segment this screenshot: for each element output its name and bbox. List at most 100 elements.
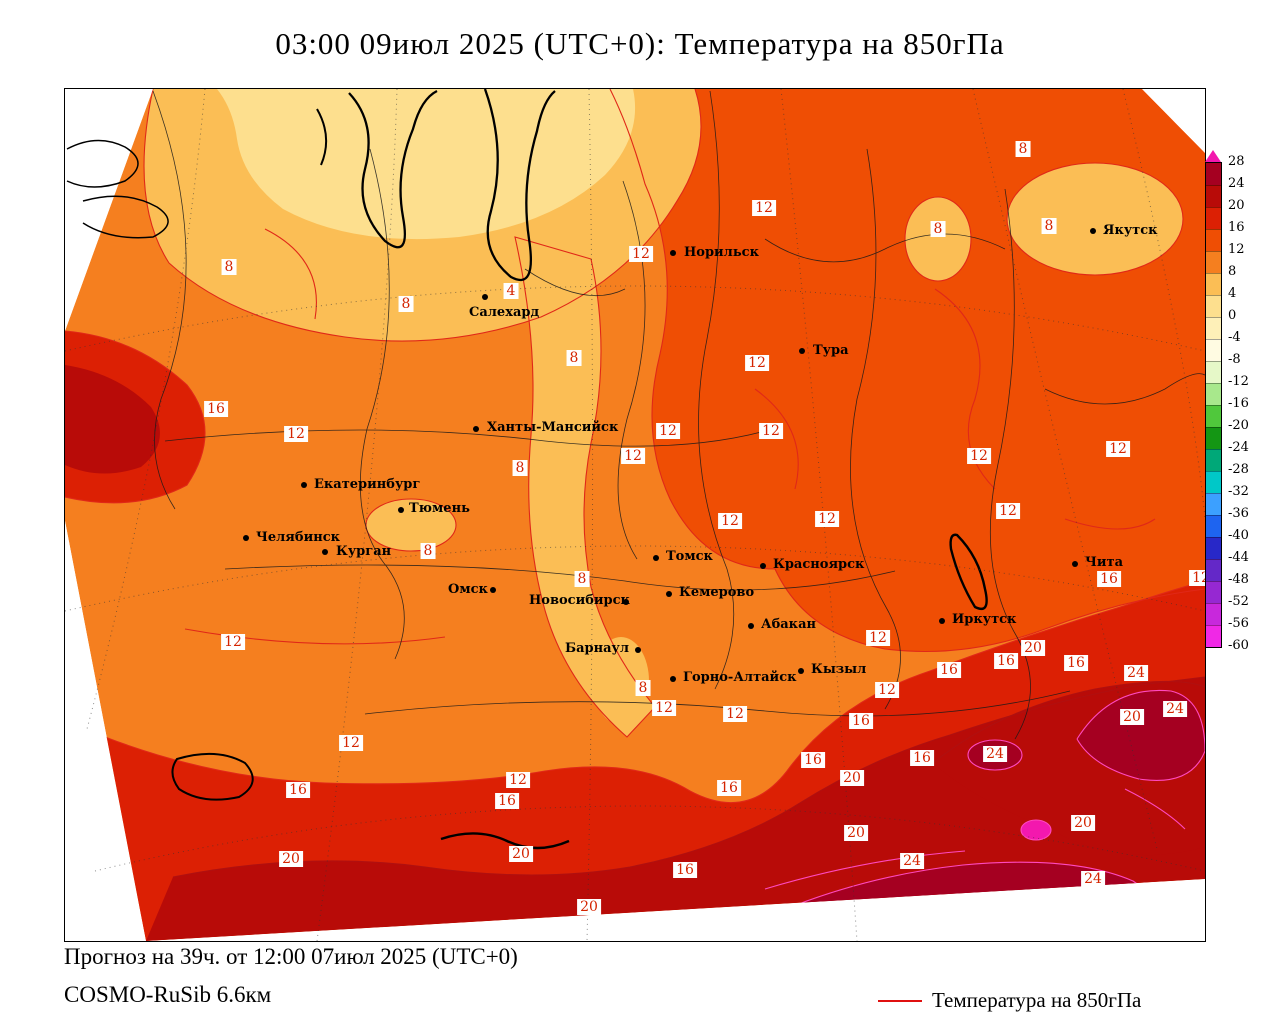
contour-16 — [104, 580, 1205, 804]
contour-minor-7 — [1124, 788, 1186, 830]
colorbar-band — [1206, 471, 1221, 493]
lake-baikal — [949, 533, 988, 611]
city-marker — [760, 563, 766, 569]
fill-tyumen-4-8 — [366, 499, 456, 551]
temperature-label-layer: 8128812848812161212121212128121212881612… — [65, 89, 1205, 941]
contour-value-label: 16 — [801, 752, 825, 768]
colorbar-band — [1206, 581, 1221, 603]
coastline-northwest-1 — [66, 139, 139, 188]
coastline-northwest-2 — [82, 195, 169, 239]
city-marker — [473, 426, 479, 432]
map-key: Температура на 850гПа — [878, 988, 1141, 1013]
colorbar-tick: 20 — [1228, 198, 1245, 213]
contour-minor-6 — [764, 850, 966, 890]
contour-value-label: 16 — [1097, 571, 1121, 587]
city-label: Тюмень — [409, 501, 470, 516]
contour-value-label: 24 — [1081, 871, 1105, 887]
colorbar-band — [1206, 383, 1221, 405]
colorbar-band — [1206, 449, 1221, 471]
contour-value-label: 12 — [967, 448, 991, 464]
meridian — [316, 89, 398, 941]
contour-value-label: 12 — [1189, 570, 1205, 586]
colorbar-tick: 28 — [1228, 154, 1245, 169]
colorbar-tick: 8 — [1228, 264, 1237, 279]
contour-value-label: 20 — [1120, 709, 1144, 725]
city-label: Салехард — [469, 305, 540, 320]
contour-value-label: 12 — [339, 735, 363, 751]
city-label: Иркутск — [952, 612, 1017, 627]
colorbar-band — [1206, 229, 1221, 251]
contour-16-west — [65, 330, 206, 504]
fill-spot-28-plus — [1021, 820, 1051, 840]
city-marker — [798, 668, 804, 674]
colorbar-arrow-up — [1205, 150, 1221, 162]
colorbar-tick: -8 — [1228, 352, 1241, 367]
city-label: Омск — [448, 582, 488, 597]
contour-8-yakutsk — [1006, 162, 1184, 276]
city-label: Курган — [336, 544, 392, 559]
border-line — [364, 690, 1071, 717]
contour-value-label: 20 — [840, 770, 864, 786]
contour-value-label: 16 — [204, 401, 228, 417]
colorbar-bands — [1205, 162, 1222, 648]
contour-value-label: 12 — [1106, 441, 1130, 457]
city-marker — [322, 549, 328, 555]
contour-value-label: 12 — [875, 682, 899, 698]
colorbar-band — [1206, 493, 1221, 515]
map-key-label: Температура на 850гПа — [932, 988, 1142, 1012]
contour-28-spot — [1020, 819, 1052, 841]
contour-value-label: 16 — [286, 782, 310, 798]
contour-value-label: 24 — [900, 853, 924, 869]
colorbar-band — [1206, 339, 1221, 361]
city-label: Кызыл — [811, 662, 867, 677]
contour-value-label: 24 — [983, 746, 1007, 762]
contour-value-label: 16 — [849, 713, 873, 729]
contour-value-label: 20 — [844, 825, 868, 841]
southern-border — [440, 832, 570, 850]
city-marker — [799, 348, 805, 354]
contour-value-label: 12 — [815, 511, 839, 527]
colorbar-tick: -4 — [1228, 330, 1241, 345]
border-line — [698, 90, 735, 690]
contour-8-patch — [904, 196, 972, 282]
fill-north-patch-4-8 — [905, 197, 971, 281]
city-label: Абакан — [761, 617, 817, 632]
city-marker — [748, 623, 754, 629]
contour-value-label: 12 — [718, 513, 742, 529]
city-marker — [398, 507, 404, 513]
temperature-colorbar: 28 24 20 16 12 8 4 0 -4 -8 -12 -16 -20 -24 -28 -32 -36 -4… — [1205, 150, 1277, 670]
contour-value-label: 16 — [910, 750, 934, 766]
colorbar-tick: -20 — [1228, 418, 1249, 433]
city-layer: Норильск Салехард Тура Якутск Ханты-Мансийск… — [65, 89, 1205, 941]
contour-value-label: 12 — [723, 706, 747, 722]
contour-value-label: 8 — [635, 680, 651, 696]
city-marker — [623, 599, 629, 605]
city-marker — [490, 587, 496, 593]
contour-value-label: 16 — [495, 793, 519, 809]
contour-value-label: 8 — [420, 543, 436, 559]
colorbar-tick: -48 — [1228, 572, 1249, 587]
contour-value-label: 8 — [930, 221, 946, 237]
contour-value-label: 24 — [1163, 701, 1187, 717]
contour-value-label: 16 — [994, 653, 1018, 669]
city-label: Кемерово — [679, 585, 755, 600]
border-line — [359, 148, 405, 660]
contour-value-label: 12 — [996, 503, 1020, 519]
contour-value-label: 12 — [866, 630, 890, 646]
forecast-info: Прогноз на 39ч. от 12:00 07июл 2025 (UTC… — [64, 944, 518, 969]
colorbar-tick: 24 — [1228, 176, 1245, 191]
border-line — [989, 188, 1031, 740]
contour-value-label: 8 — [574, 571, 590, 587]
city-label: Ханты-Мансийск — [487, 420, 619, 435]
city-marker — [939, 618, 945, 624]
contour-value-label: 12 — [652, 700, 676, 716]
contour-value-label: 8 — [398, 296, 414, 312]
contour-value-label: 12 — [752, 200, 776, 216]
contour-value-label: 24 — [1124, 665, 1148, 681]
colorbar-band — [1206, 185, 1221, 207]
colorbar-band — [1206, 625, 1221, 647]
colorbar-tick: -52 — [1228, 594, 1249, 609]
contour-20 — [172, 676, 1205, 878]
colorbar-band — [1206, 207, 1221, 229]
